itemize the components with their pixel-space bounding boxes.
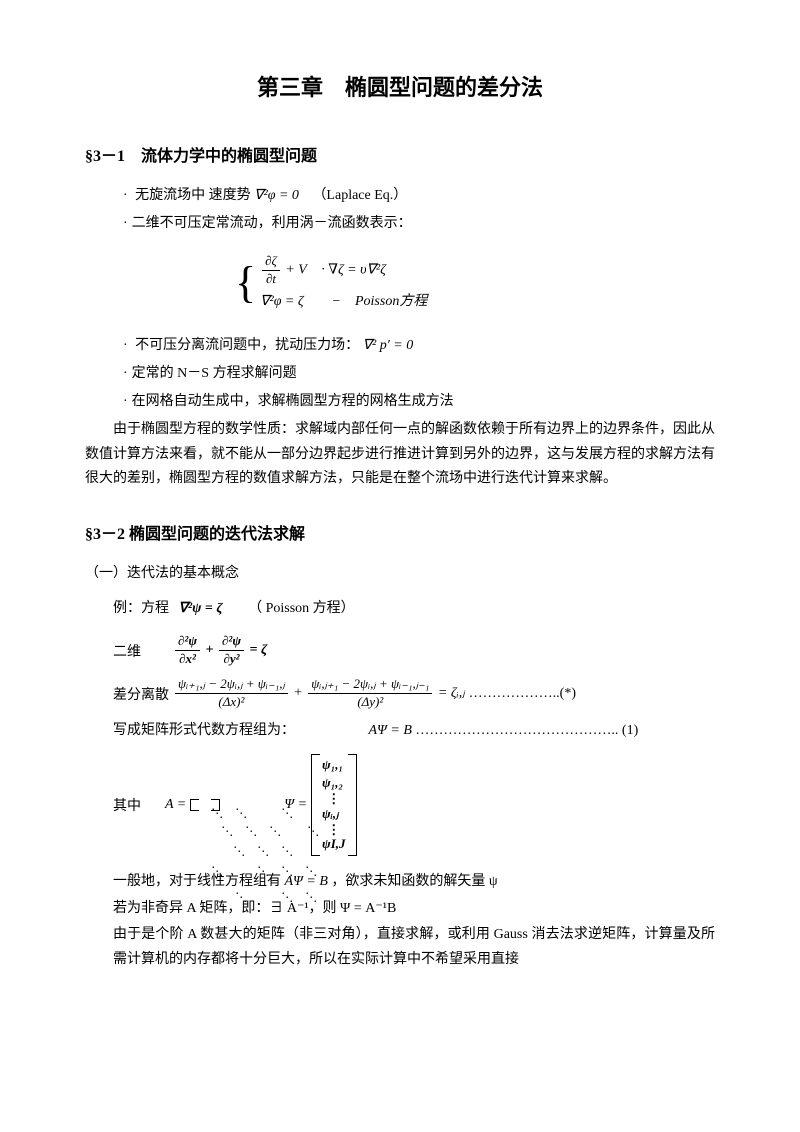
dim-eq: ∂²ψ∂x² + ∂²ψ∂y² = ζ <box>173 633 267 668</box>
bullet-3: 不可压分离流问题中，扰动压力场： ∇² p′ = 0 <box>123 332 715 360</box>
p-yiban-post: ，欲求未知函数的解矢量 ψ <box>328 874 498 889</box>
dim-f2-num: ∂²ψ <box>219 633 244 651</box>
dim-label: 二维 <box>113 641 173 661</box>
dim-f1-num: ∂²ψ <box>175 633 200 651</box>
example-pre: 例：方程 <box>113 601 169 616</box>
disc-f1-num: ψᵢ₊₁,ⱼ − 2ψᵢ,ⱼ + ψᵢ₋₁,ⱼ <box>175 676 288 694</box>
bullet-4: 定常的 N－S 方程求解问题 <box>123 360 715 388</box>
disc-plus: + <box>293 686 306 701</box>
matrix-A: ⋱⋱⋱ ⋱⋱⋱⋱ ⋱⋱⋱ ⋱⋱⋱⋱ ⋱⋱⋱ <box>190 799 220 811</box>
p-yiban: 一般地，对于线性方程组有 AΨ = B ，欲求未知函数的解矢量 ψ <box>113 870 715 895</box>
dim-rhs: = ζ <box>250 643 268 658</box>
p-youyu: 由于是个阶 A 数甚大的矩阵（非三对角），直接求解，或利用 Gauss 消去法求… <box>113 923 715 972</box>
disc-rhs: = ζᵢ,ⱼ <box>438 686 465 701</box>
brace-top-num: ∂ζ <box>262 253 280 271</box>
matrix-dots: …………………………………….. (1) <box>415 723 638 738</box>
example-note: （ Poisson 方程） <box>248 601 355 616</box>
section-3-1-title: §3－1 流体力学中的椭圆型问题 <box>85 142 715 166</box>
p-ruowei: 若为非奇异 A 矩阵，即：∃ A⁻¹，则 Ψ = A⁻¹B <box>113 897 715 922</box>
matrix-eq: AΨ = B <box>369 723 412 738</box>
chapter-title: 第三章 椭圆型问题的差分法 <box>85 70 715 102</box>
matrix-Psi: ψ₁,₁ ψ₁,₂ ⋮ ψᵢ,ⱼ ⋮ ψI,J <box>311 754 357 857</box>
bullet-1-text: 无旋流场中 速度势 <box>135 188 251 203</box>
disc-eq: ψᵢ₊₁,ⱼ − 2ψᵢ,ⱼ + ψᵢ₋₁,ⱼ(Δx)² + ψᵢ,ⱼ₊₁ − … <box>173 676 465 711</box>
dim-f1-den: ∂x² <box>175 651 200 668</box>
dim-f2-den: ∂y² <box>219 651 244 668</box>
brace-bottom: ∇²φ = ζ − Poisson方程 <box>260 291 427 313</box>
bullet-3-eq: ∇² p′ = 0 <box>363 338 414 353</box>
section1-paragraph: 由于椭圆型方程的数学性质：求解域内部任何一点的解函数依赖于所有边界上的边界条件，… <box>85 418 715 492</box>
brace-top-den: ∂t <box>262 271 280 288</box>
vec-2: ⋮ <box>322 793 346 805</box>
example-line: 例：方程 ∇²ψ = ζ （ Poisson 方程） <box>113 592 715 626</box>
vec-5: ψI,J <box>322 835 346 854</box>
matrix-line-pre: 写成矩阵形式代数方程组为： <box>113 723 295 738</box>
dim-plus: + <box>206 643 217 658</box>
bullet-1-note: （Laplace Eq.） <box>312 188 407 203</box>
example-eq: ∇²ψ = ζ <box>179 601 223 616</box>
vec-4: ⋮ <box>322 824 346 836</box>
bullet-1-eq: ∇²φ = 0 <box>254 188 299 203</box>
disc-dots: ………………..(*) <box>469 686 576 702</box>
matrix-def-row: 其中 A = ⋱⋱⋱ ⋱⋱⋱⋱ ⋱⋱⋱ ⋱⋱⋱⋱ ⋱⋱⋱ Ψ = ψ₁,₁ ψ₁… <box>113 754 715 857</box>
bullet-2: 二维不可压定常流动，利用涡－流函数表示： <box>123 210 715 238</box>
A-label: A = <box>165 797 186 813</box>
disc-f1-den: (Δx)² <box>175 694 288 711</box>
vec-3: ψᵢ,ⱼ <box>322 805 346 824</box>
bullet-1: 无旋流场中 速度势 ∇²φ = 0 （Laplace Eq.） <box>123 182 715 210</box>
matrix-form-line: 写成矩阵形式代数方程组为： AΨ = B …………………………………….. (1… <box>113 719 715 744</box>
subsection-title: （一）迭代法的基本概念 <box>85 562 715 582</box>
brace-top-rest: + V⃗ · ∇ζ = υ∇²ζ <box>285 262 385 277</box>
vec-0: ψ₁,₁ <box>322 756 346 775</box>
qizhong: 其中 <box>113 795 165 815</box>
page: 第三章 椭圆型问题的差分法 §3－1 流体力学中的椭圆型问题 无旋流场中 速度势… <box>0 0 800 1132</box>
bullet-5: 在网格自动生成中，求解椭圆型方程的网格生成方法 <box>123 388 715 416</box>
disc-f2-num: ψᵢ,ⱼ₊₁ − 2ψᵢ,ⱼ + ψᵢ₋₁,ⱼ₋₁ <box>308 676 432 694</box>
disc-label: 差分离散 <box>113 684 173 704</box>
disc-f2-den: (Δy)² <box>308 694 432 711</box>
bullet-3-text: 不可压分离流问题中，扰动压力场： <box>135 338 359 353</box>
brace-equation: { ∂ζ∂t + V⃗ · ∇ζ = υ∇²ζ ∇²φ = ζ − Poisso… <box>235 248 715 318</box>
section-3-2-title: §3－2 椭圆型问题的迭代法求解 <box>85 520 715 544</box>
